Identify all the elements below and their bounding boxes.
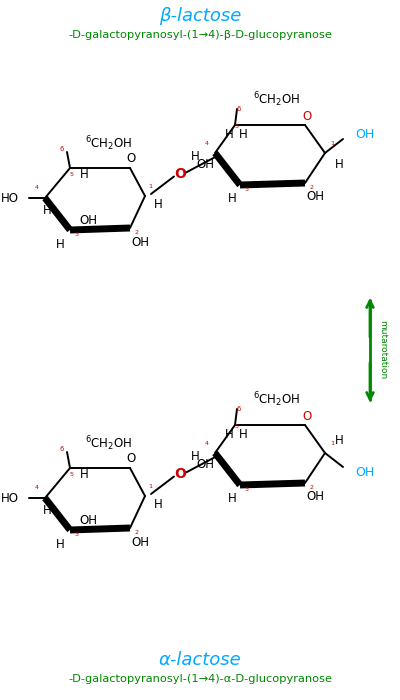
Text: OH: OH	[306, 491, 324, 503]
Text: H: H	[43, 204, 51, 216]
Text: OH: OH	[79, 514, 97, 526]
Text: O: O	[302, 410, 312, 423]
Text: H: H	[239, 428, 247, 442]
Text: $\mathregular{^3}$: $\mathregular{^3}$	[244, 486, 250, 496]
Text: H: H	[80, 167, 88, 181]
Text: $\mathregular{^4}$: $\mathregular{^4}$	[204, 141, 210, 150]
Text: O: O	[174, 468, 186, 482]
Text: $\mathregular{^1}$: $\mathregular{^1}$	[148, 183, 154, 192]
Text: $\mathregular{^2}$: $\mathregular{^2}$	[309, 185, 314, 193]
Text: $\mathregular{^1}$: $\mathregular{^1}$	[330, 141, 336, 150]
Text: H: H	[191, 449, 200, 463]
Text: $\mathregular{^4}$: $\mathregular{^4}$	[34, 185, 40, 193]
Text: H: H	[154, 498, 162, 510]
Text: O: O	[174, 167, 186, 181]
Text: -D-galactopyranosyl-(1→4)-α-D-glucopyranose: -D-galactopyranosyl-(1→4)-α-D-glucopyran…	[68, 674, 332, 684]
Text: $\mathregular{^6}$: $\mathregular{^6}$	[236, 106, 242, 116]
Text: $\mathregular{^5}$: $\mathregular{^5}$	[234, 123, 240, 132]
Text: O: O	[126, 452, 136, 466]
Text: $\mathregular{^4}$: $\mathregular{^4}$	[34, 484, 40, 494]
Text: $\mathregular{^5}$: $\mathregular{^5}$	[69, 472, 75, 480]
Text: $\mathregular{^4}$: $\mathregular{^4}$	[204, 440, 210, 449]
Text: OH: OH	[196, 158, 214, 172]
Text: OH: OH	[196, 458, 214, 472]
Text: OH: OH	[355, 466, 374, 480]
Text: α-lactose: α-lactose	[159, 651, 241, 669]
Text: -D-galactopyranosyl-(1→4)-β-D-glucopyranose: -D-galactopyranosyl-(1→4)-β-D-glucopyran…	[68, 30, 332, 40]
Text: $\mathregular{^2}$: $\mathregular{^2}$	[309, 484, 314, 494]
Text: $\mathregular{^6}$: $\mathregular{^6}$	[236, 406, 242, 416]
Text: HO: HO	[1, 491, 19, 505]
Text: $\mathregular{^6}$: $\mathregular{^6}$	[59, 446, 65, 456]
Text: H: H	[43, 503, 51, 517]
Text: $\mathregular{^6}$CH$_2$OH: $\mathregular{^6}$CH$_2$OH	[85, 435, 132, 454]
Text: $\mathregular{^6}$CH$_2$OH: $\mathregular{^6}$CH$_2$OH	[253, 391, 300, 409]
Text: $\mathregular{^6}$: $\mathregular{^6}$	[59, 146, 65, 156]
Text: $\mathregular{^1}$: $\mathregular{^1}$	[148, 484, 154, 493]
Text: $\mathregular{^2}$: $\mathregular{^2}$	[134, 230, 140, 239]
Text: HO: HO	[1, 192, 19, 204]
Text: H: H	[191, 150, 200, 162]
Text: $\mathregular{^3}$: $\mathregular{^3}$	[244, 186, 250, 195]
Text: β-lactose: β-lactose	[159, 7, 241, 25]
Text: $\mathregular{^3}$: $\mathregular{^3}$	[74, 232, 80, 241]
Text: H: H	[335, 435, 343, 447]
Text: H: H	[225, 129, 233, 141]
Text: H: H	[56, 237, 64, 251]
Text: OH: OH	[306, 190, 324, 204]
Text: $\mathregular{^6}$CH$_2$OH: $\mathregular{^6}$CH$_2$OH	[85, 134, 132, 153]
Text: H: H	[335, 158, 343, 172]
Text: $\mathregular{^5}$: $\mathregular{^5}$	[234, 424, 240, 433]
Text: O: O	[302, 109, 312, 122]
Text: OH: OH	[131, 536, 149, 549]
Text: H: H	[228, 493, 236, 505]
Text: OH: OH	[355, 129, 374, 141]
Text: H: H	[225, 428, 233, 442]
Text: $\mathregular{^5}$: $\mathregular{^5}$	[69, 172, 75, 181]
Text: OH: OH	[131, 235, 149, 248]
Text: $\mathregular{^2}$: $\mathregular{^2}$	[134, 529, 140, 538]
Text: O: O	[126, 153, 136, 165]
Text: mutarotation: mutarotation	[378, 321, 388, 379]
Text: H: H	[80, 468, 88, 480]
Text: H: H	[56, 538, 64, 550]
Text: $\mathregular{^1}$: $\mathregular{^1}$	[330, 440, 336, 449]
Text: $\mathregular{^6}$CH$_2$OH: $\mathregular{^6}$CH$_2$OH	[253, 90, 300, 109]
Text: $\mathregular{^3}$: $\mathregular{^3}$	[74, 531, 80, 540]
Text: H: H	[239, 129, 247, 141]
Text: H: H	[154, 197, 162, 211]
Text: H: H	[228, 193, 236, 206]
Text: OH: OH	[79, 214, 97, 227]
